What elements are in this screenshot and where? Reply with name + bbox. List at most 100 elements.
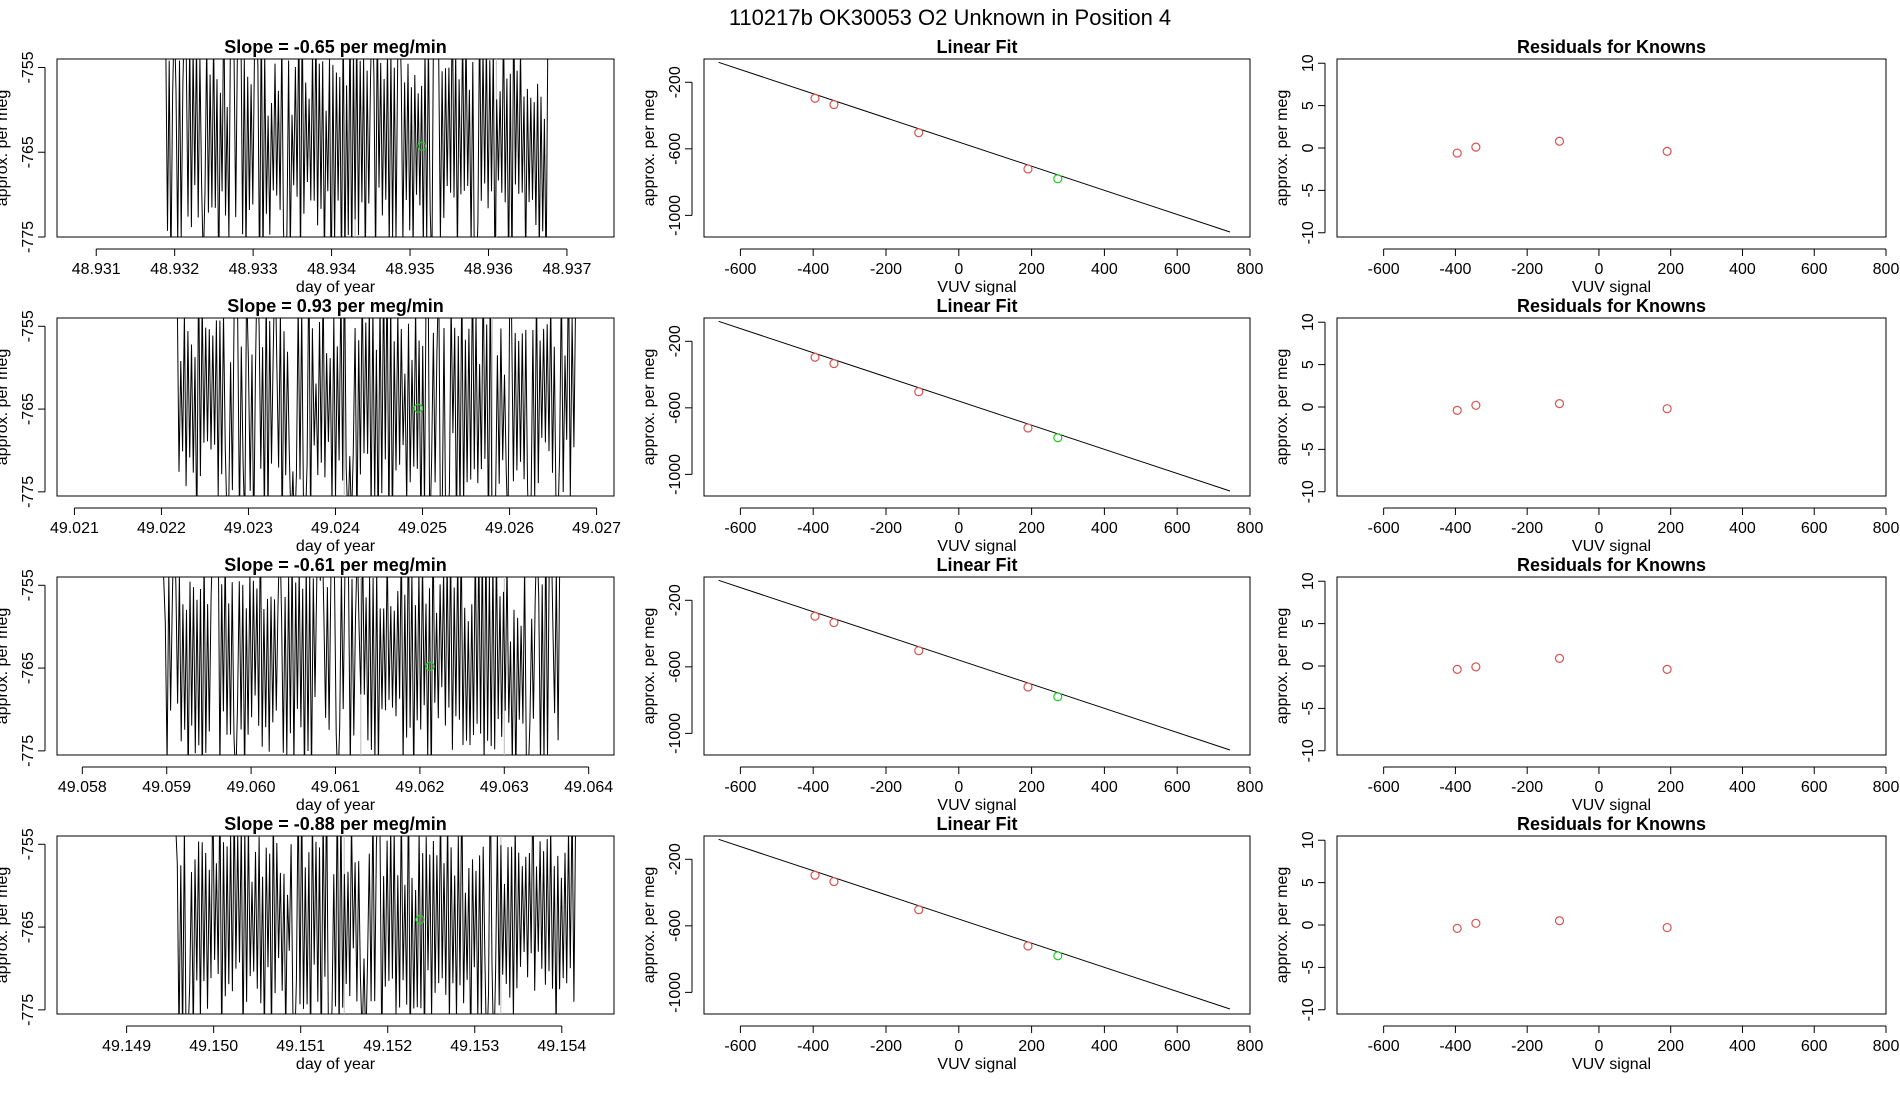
y-tick-label: -765 bbox=[20, 911, 37, 943]
y-tick-label: -10 bbox=[1300, 221, 1317, 244]
panel-4-3: Residuals for Knowns -600 -400 -200 0 200 400 6… bbox=[1274, 814, 1899, 1073]
x-tick-label: 400 bbox=[1091, 520, 1118, 537]
x-tick-label: 400 bbox=[1091, 779, 1118, 796]
residual-point bbox=[1554, 916, 1565, 926]
x-tick-label: -600 bbox=[1368, 779, 1400, 796]
x-tick-label: -200 bbox=[870, 1038, 902, 1055]
x-tick-label: 400 bbox=[1729, 779, 1756, 796]
y-axis-label: approx. per meg bbox=[641, 608, 658, 725]
y-tick-label: 5 bbox=[1300, 878, 1317, 887]
panel-title: Residuals for Knowns bbox=[1517, 37, 1706, 57]
x-tick-label: 49.024 bbox=[311, 520, 360, 537]
x-axis-label: VUV signal bbox=[937, 1056, 1016, 1073]
panel-4-1: Slope = -0.88 per meg/min 49.149 49.150 49.… bbox=[0, 814, 615, 1073]
residual-point bbox=[1471, 142, 1481, 152]
residual-point bbox=[1662, 922, 1672, 933]
y-tick-label: -200 bbox=[667, 66, 684, 98]
residual-point bbox=[1452, 664, 1462, 674]
x-tick-label: -400 bbox=[1439, 779, 1471, 796]
x-tick-label: 200 bbox=[1657, 779, 1684, 796]
series-trace bbox=[176, 318, 576, 496]
x-tick-label: 49.026 bbox=[485, 520, 534, 537]
y-tick-label: -10 bbox=[1300, 480, 1317, 503]
x-tick-label: 0 bbox=[1594, 520, 1603, 537]
y-tick-label: -600 bbox=[667, 133, 684, 165]
plot-frame bbox=[56, 58, 615, 238]
x-tick-label: -200 bbox=[870, 261, 902, 278]
plot-area bbox=[718, 61, 1231, 233]
x-tick-label: -400 bbox=[1439, 1038, 1471, 1055]
x-tick-label: 49.151 bbox=[276, 1038, 325, 1055]
x-axis-label: day of year bbox=[296, 797, 376, 814]
plot-area bbox=[163, 577, 561, 755]
y-axis-label: approx. per meg bbox=[1274, 90, 1291, 207]
x-tick-label: 600 bbox=[1801, 261, 1828, 278]
y-tick-label: -1000 bbox=[667, 972, 684, 1013]
panel-title: Residuals for Knowns bbox=[1517, 814, 1706, 834]
y-tick-label: -1000 bbox=[667, 195, 684, 236]
panel-title: Slope = 0.93 per meg/min bbox=[227, 296, 444, 316]
y-tick-label: -775 bbox=[20, 994, 37, 1026]
x-tick-label: 200 bbox=[1657, 520, 1684, 537]
x-tick-label: 49.027 bbox=[572, 520, 621, 537]
y-tick-label: -10 bbox=[1300, 739, 1317, 762]
y-axis-label: approx. per meg bbox=[0, 867, 11, 984]
y-tick-label: -775 bbox=[20, 476, 37, 508]
x-tick-label: -200 bbox=[1511, 261, 1543, 278]
plot-frame bbox=[703, 835, 1251, 1015]
x-tick-label: 48.933 bbox=[229, 261, 278, 278]
x-tick-label: 800 bbox=[1873, 261, 1900, 278]
y-tick-label: 10 bbox=[1300, 831, 1317, 849]
residual-point bbox=[1554, 136, 1565, 146]
y-tick-label: 10 bbox=[1300, 54, 1317, 72]
y-tick-label: -755 bbox=[20, 51, 37, 83]
panel-3-1: Slope = -0.61 per meg/min 49.058 49.059 49.… bbox=[0, 555, 615, 814]
x-axis-label: day of year bbox=[296, 1056, 376, 1073]
x-tick-label: 0 bbox=[954, 779, 963, 796]
plot-area bbox=[176, 318, 576, 496]
x-tick-label: 48.935 bbox=[386, 261, 435, 278]
panel-1-2: Linear Fit -600 -400 -200 0 200 400 600 800 VUV s… bbox=[641, 37, 1263, 296]
x-axis-label: day of year bbox=[296, 538, 376, 555]
plot-frame bbox=[703, 576, 1251, 756]
x-tick-label: 49.154 bbox=[537, 1038, 586, 1055]
fit-line bbox=[718, 61, 1231, 233]
y-tick-label: -5 bbox=[1300, 183, 1317, 197]
y-axis-label: approx. per meg bbox=[641, 90, 658, 207]
x-tick-label: 600 bbox=[1164, 779, 1191, 796]
x-tick-label: 48.936 bbox=[464, 261, 513, 278]
fit-line bbox=[718, 320, 1231, 492]
plot-area bbox=[1452, 916, 1672, 933]
panel-title: Linear Fit bbox=[936, 37, 1017, 57]
panel-3-3: Residuals for Knowns -600 -400 -200 0 200 400 6… bbox=[1274, 555, 1899, 814]
unknown-point bbox=[413, 403, 423, 413]
panel-3-2: Linear Fit -600 -400 -200 0 200 400 600 800 VUV s… bbox=[641, 555, 1263, 814]
panel-1-1: Slope = -0.65 per meg/min 48.931 48.932 48.… bbox=[0, 37, 615, 296]
known-point bbox=[1023, 423, 1033, 433]
known-point bbox=[1023, 941, 1033, 951]
x-tick-label: 600 bbox=[1164, 1038, 1191, 1055]
y-axis-label: approx. per meg bbox=[0, 90, 11, 207]
known-point bbox=[914, 387, 924, 397]
unknown-point bbox=[1053, 174, 1063, 184]
x-axis-label: VUV signal bbox=[937, 797, 1016, 814]
unknown-point bbox=[1053, 692, 1063, 702]
x-tick-label: 0 bbox=[954, 520, 963, 537]
residual-point bbox=[1471, 662, 1481, 672]
y-tick-label: -5 bbox=[1300, 442, 1317, 456]
unknown-point bbox=[1053, 433, 1063, 443]
panel-title: Slope = -0.88 per meg/min bbox=[224, 814, 447, 834]
x-tick-label: 400 bbox=[1729, 1038, 1756, 1055]
x-axis-label: VUV signal bbox=[1572, 538, 1651, 555]
y-tick-label: 0 bbox=[1300, 143, 1317, 152]
x-tick-label: 49.023 bbox=[224, 520, 273, 537]
y-tick-label: -200 bbox=[667, 325, 684, 357]
fit-line bbox=[718, 579, 1231, 751]
y-tick-label: 5 bbox=[1300, 619, 1317, 628]
known-point bbox=[1023, 164, 1033, 174]
x-tick-label: 200 bbox=[1018, 1038, 1045, 1055]
y-tick-label: -600 bbox=[667, 651, 684, 683]
known-point bbox=[914, 905, 924, 915]
x-tick-label: -400 bbox=[797, 1038, 829, 1055]
